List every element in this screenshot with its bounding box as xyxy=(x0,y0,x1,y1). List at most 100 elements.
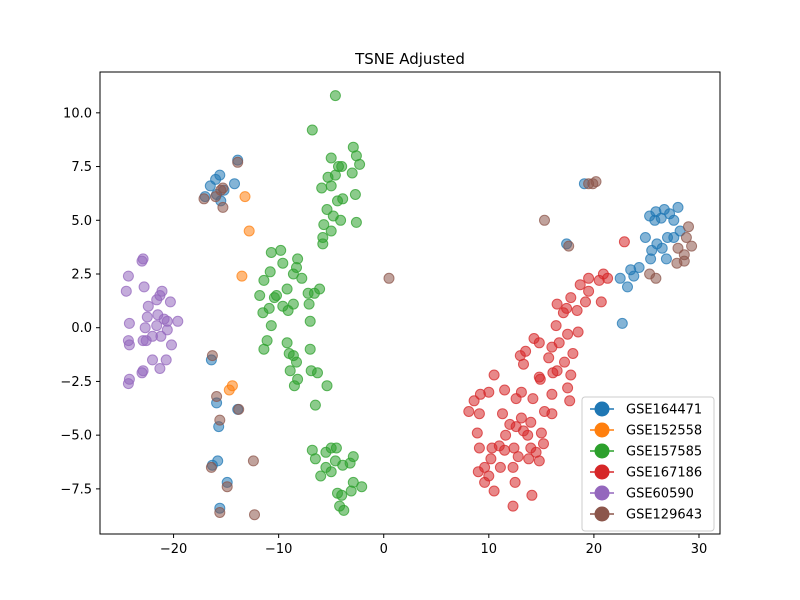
scatter-point xyxy=(315,470,327,482)
scatter-point xyxy=(562,328,574,340)
scatter-point xyxy=(551,298,563,310)
scatter-point xyxy=(338,504,350,516)
chart-title: TSNE Adjusted xyxy=(354,50,465,68)
x-tick-label: −10 xyxy=(265,542,292,557)
scatter-point xyxy=(479,476,491,488)
scatter-point xyxy=(330,442,342,454)
scatter-point xyxy=(650,272,662,284)
scatter-point xyxy=(233,403,245,415)
scatter-point xyxy=(535,427,547,439)
scatter-point xyxy=(336,161,348,172)
scatter-point xyxy=(206,350,218,362)
scatter-point xyxy=(172,315,184,327)
scatter-point xyxy=(120,285,132,297)
scatter-point xyxy=(507,500,519,512)
y-tick-label: 7.5 xyxy=(71,160,92,175)
scatter-point xyxy=(515,386,527,398)
scatter-point xyxy=(504,418,516,430)
scatter-point xyxy=(281,337,293,349)
y-tick-label: 2.5 xyxy=(71,267,92,282)
scatter-point xyxy=(284,365,296,377)
scatter-point xyxy=(138,281,150,293)
scatter-point xyxy=(292,373,304,385)
scatter-point xyxy=(471,427,483,439)
scatter-point xyxy=(356,481,368,493)
y-axis: −7.5 −5.0 −2.5 0.0 2.5 5.0 7.5 10.0 xyxy=(60,106,100,497)
scatter-point xyxy=(309,399,321,411)
scatter-point xyxy=(625,264,637,276)
scatter-point xyxy=(574,279,586,291)
scatter-point xyxy=(534,373,546,385)
scatter-point xyxy=(618,236,630,248)
scatter-point xyxy=(275,244,287,256)
scatter-point xyxy=(499,444,511,456)
scatter-point xyxy=(123,317,135,329)
scatter-point xyxy=(166,339,177,351)
scatter-point xyxy=(686,240,698,252)
scatter-point xyxy=(264,266,276,278)
scatter-point xyxy=(123,339,135,351)
scatter-point xyxy=(680,232,692,243)
legend-marker xyxy=(594,464,610,480)
scatter-point xyxy=(239,191,251,203)
scatter-point xyxy=(154,363,166,374)
x-tick-label: 10 xyxy=(481,542,498,557)
scatter-point xyxy=(580,296,591,308)
scatter-point xyxy=(160,354,172,366)
scatter-point xyxy=(316,182,328,194)
scatter-point xyxy=(485,453,497,465)
scatter-point xyxy=(383,272,395,284)
scatter-point xyxy=(567,348,579,359)
y-tick-label: 5.0 xyxy=(71,214,92,229)
scatter-point xyxy=(546,388,558,400)
x-tick-label: 0 xyxy=(380,542,388,557)
scatter-point xyxy=(508,442,520,454)
scatter-point xyxy=(329,90,341,102)
scatter-point xyxy=(565,292,577,304)
scatter-point xyxy=(141,311,153,323)
scatter-point xyxy=(205,461,217,473)
scatter-point xyxy=(522,429,534,441)
scatter-point xyxy=(249,509,260,521)
scatter-point xyxy=(321,380,333,392)
legend-label: GSE157585 xyxy=(626,445,702,460)
y-tick-label: 0.0 xyxy=(71,321,92,336)
scatter-point xyxy=(122,378,134,390)
scatter-point xyxy=(304,315,316,327)
scatter-point xyxy=(526,489,538,501)
legend-label: GSE164471 xyxy=(626,403,702,418)
scatter-point xyxy=(538,438,549,450)
x-tick-label: 20 xyxy=(586,542,603,557)
scatter-point xyxy=(354,158,366,170)
legend-box xyxy=(581,396,715,532)
scatter-point xyxy=(557,307,569,319)
scatter-point xyxy=(553,337,565,349)
scatter-point xyxy=(303,298,315,310)
scatter-point xyxy=(564,395,576,407)
y-tick-label: −2.5 xyxy=(60,375,92,390)
scatter-point xyxy=(321,204,333,215)
scatter-point xyxy=(281,283,293,295)
scatter-point xyxy=(668,232,680,243)
scatter-point xyxy=(563,240,575,252)
scatter-point xyxy=(494,461,506,473)
scatter-point xyxy=(672,201,684,213)
scatter-point xyxy=(247,455,259,467)
y-tick-label: −7.5 xyxy=(60,482,92,497)
scatter-point xyxy=(151,320,163,332)
scatter-point xyxy=(479,461,491,473)
scatter-point xyxy=(217,201,229,213)
y-tick-label: 10.0 xyxy=(63,106,92,121)
scatter-point xyxy=(523,453,535,465)
scatter-point xyxy=(571,305,583,316)
scatter-point xyxy=(312,367,323,379)
scatter-point xyxy=(212,455,224,467)
legend-label: GSE129643 xyxy=(626,508,702,523)
scatter-point xyxy=(139,322,151,334)
scatter-point xyxy=(344,457,356,469)
scatter-point xyxy=(346,167,358,179)
scatter-point xyxy=(226,380,238,392)
scatter-point xyxy=(296,272,308,284)
scatter-point xyxy=(277,257,289,269)
